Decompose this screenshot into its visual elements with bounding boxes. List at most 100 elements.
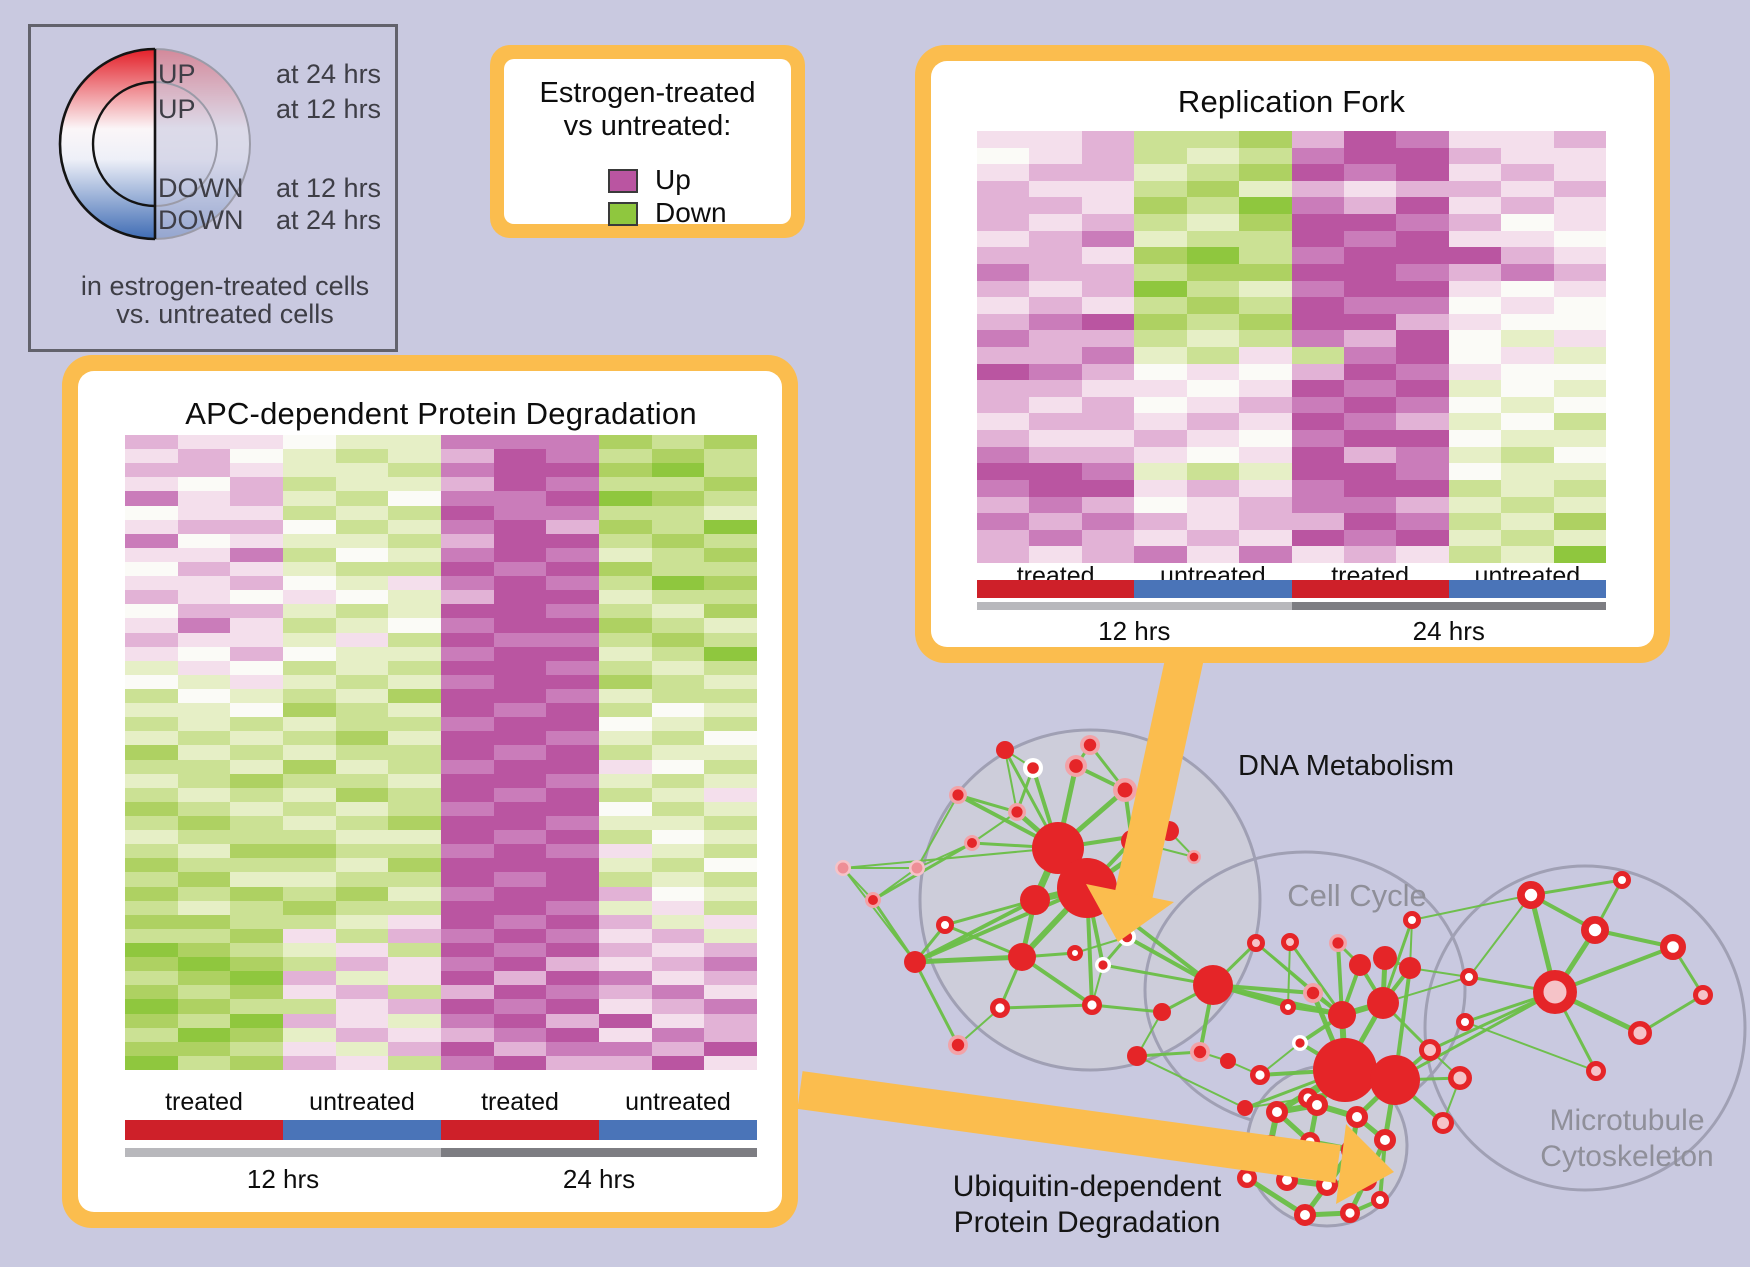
heatmap-cell xyxy=(1134,214,1187,231)
heatmap-cell xyxy=(977,479,1030,497)
heatmap-cell xyxy=(283,449,336,464)
network-edge xyxy=(1003,748,1060,850)
heatmap-cell xyxy=(283,971,336,986)
network-node-red xyxy=(1057,858,1117,918)
cluster-dna-metabolism xyxy=(918,728,1262,1072)
heatmap-cell xyxy=(335,590,389,605)
heatmap-cell xyxy=(388,1013,441,1028)
heatmap-cell xyxy=(230,435,283,450)
heatmap-cell xyxy=(704,801,757,816)
heatmap-cell xyxy=(1448,529,1502,547)
group-bar-treated xyxy=(441,1120,599,1140)
heatmap-cell xyxy=(651,872,705,887)
network-edge xyxy=(1091,964,1104,1006)
heatmap-cell xyxy=(1239,280,1292,298)
heatmap-cell xyxy=(388,463,441,478)
heatmap-cell xyxy=(599,999,652,1014)
network-edge xyxy=(1468,894,1532,978)
heatmap-cell xyxy=(283,463,336,478)
heatmap-cell xyxy=(283,646,336,661)
heatmap-cell xyxy=(1134,363,1187,381)
heatmap-cell xyxy=(1343,147,1397,165)
heatmap-cell xyxy=(1343,529,1397,547)
heatmap-cell xyxy=(283,688,336,704)
network-node-ring-white xyxy=(1374,1129,1396,1151)
heatmap-cell xyxy=(1501,297,1554,314)
network-node-core xyxy=(1098,960,1108,970)
group-label-treated: treated xyxy=(165,1088,243,1116)
heatmap-cell xyxy=(546,1055,599,1070)
heatmap-cell xyxy=(651,660,705,675)
heatmap-cell xyxy=(1186,297,1240,314)
heatmap-cell xyxy=(546,957,599,972)
heatmap-cell xyxy=(1448,147,1502,165)
group-bar-treated xyxy=(1291,580,1449,598)
heatmap-cell xyxy=(704,1055,757,1070)
heatmap-cell xyxy=(651,1041,705,1056)
heatmap-cell xyxy=(1029,496,1082,514)
heatmap-cell xyxy=(493,801,547,816)
network-edge xyxy=(1349,1114,1360,1153)
heatmap-cell xyxy=(335,999,389,1014)
heatmap-cell xyxy=(441,815,494,831)
heatmap-cell xyxy=(1186,247,1240,264)
network-edge xyxy=(998,1003,1094,1010)
network-edge xyxy=(1381,918,1414,1005)
heatmap-cell xyxy=(125,505,178,520)
heatmap-cell xyxy=(1029,214,1082,231)
heatmap-cell xyxy=(125,533,178,548)
network-edge xyxy=(1393,1076,1462,1082)
heatmap-cell xyxy=(1239,247,1292,264)
heatmap-cell xyxy=(599,759,652,774)
heatmap-cell xyxy=(441,1013,494,1028)
heatmap-cell xyxy=(1134,430,1187,447)
heatmap-cell xyxy=(546,999,599,1014)
heatmap-cell xyxy=(546,801,599,816)
heatmap-cell xyxy=(1553,313,1606,331)
heatmap-cell xyxy=(493,872,547,887)
heatmap-cell xyxy=(125,731,178,746)
network-edge xyxy=(1258,1068,1347,1077)
down-color-swatch xyxy=(608,202,638,226)
heatmap-cell xyxy=(1553,479,1606,497)
network-edge xyxy=(1074,743,1092,768)
heatmap-cell xyxy=(441,463,494,478)
heatmap-cell xyxy=(441,787,494,802)
heatmap-cell xyxy=(388,844,441,859)
network-node-ring-pink xyxy=(1693,985,1713,1005)
heatmap-cell xyxy=(125,576,178,591)
network-node-ring-white xyxy=(1297,1087,1318,1108)
heatmap-cell xyxy=(177,519,231,534)
heatmap-cell xyxy=(125,632,178,647)
heatmap-cell xyxy=(441,1041,494,1056)
heatmap-cell xyxy=(651,900,705,915)
heatmap-cell xyxy=(546,632,599,647)
heatmap-cell xyxy=(1081,479,1135,497)
heatmap-cell xyxy=(230,815,283,831)
heatmap-cell xyxy=(388,872,441,887)
heatmap-cell xyxy=(493,858,547,873)
heatmap-cell xyxy=(283,491,336,506)
heatmap-cell xyxy=(1029,313,1082,331)
heatmap-cell xyxy=(1343,347,1397,364)
heatmap-cell xyxy=(1134,513,1187,530)
network-edge xyxy=(957,1007,1001,1046)
network-node-pink-core xyxy=(837,862,849,874)
network-edge xyxy=(1593,928,1675,949)
network-edge xyxy=(1382,976,1470,1004)
network-edge xyxy=(1354,1114,1388,1143)
heatmap-cell xyxy=(493,618,547,633)
network-edge xyxy=(1298,1041,1347,1072)
heatmap-cell xyxy=(1081,131,1135,148)
cluster-cell-cycle xyxy=(1143,850,1467,1130)
heatmap-cell xyxy=(441,533,494,548)
heatmap-cell xyxy=(230,618,283,633)
heatmap-cell xyxy=(1134,280,1187,298)
heatmap-cell xyxy=(1134,330,1187,347)
network-node-ring-white xyxy=(1659,933,1686,960)
heatmap-cell xyxy=(1448,463,1502,480)
network-edge xyxy=(1090,1003,1164,1014)
network-node-whitering xyxy=(1118,928,1136,946)
network-node-pinkring xyxy=(1329,934,1347,952)
network-edge xyxy=(1254,941,1344,1017)
